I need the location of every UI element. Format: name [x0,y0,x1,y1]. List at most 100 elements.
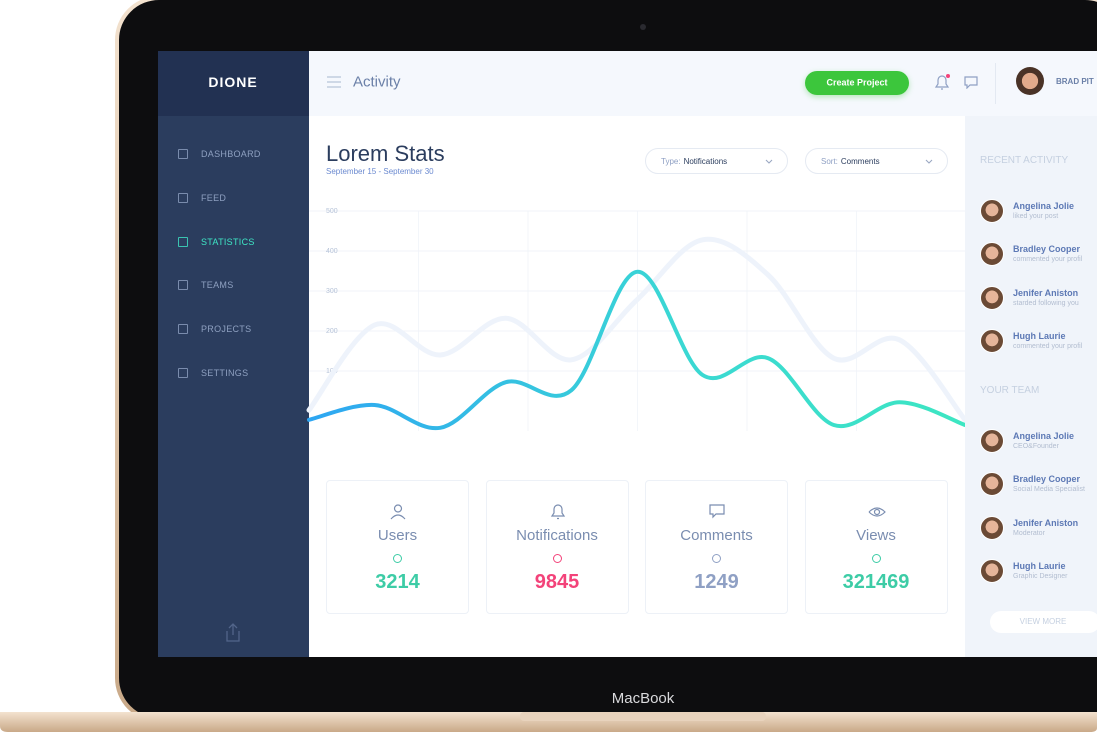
line-series [306,236,968,423]
stat-card: Views 321469 [804,480,948,614]
person-text: Moderator [1013,529,1045,537]
stat-label: Comments [680,527,753,544]
stat-value: 9845 [534,571,580,593]
menu-item[interactable]: SETTINGS [178,365,248,381]
person-text: starded following you [1013,299,1079,307]
person[interactable]: Bradley Cooper Social Media Specialist [980,472,1097,498]
screen: DIONE DASHBOARD FEED STATISTICS TEAMS PROJEC… [158,51,1097,657]
filter[interactable]: Type: Notifications [645,148,788,174]
chevron [765,159,773,164]
stat-label: Users [377,527,418,544]
menu-icon [178,324,188,335]
menu-item[interactable]: FEED [178,190,226,206]
avatar [980,472,1004,497]
stat-icon-path [709,504,725,519]
brand: MacBook [612,690,675,707]
menu-icon [178,368,188,378]
stat-icon [550,504,565,520]
stat-icon-path [868,507,886,517]
right-panel: RECENT ACTIVITY Angelina Jolie liked your… [965,116,1097,657]
person-name: Jenifer Aniston [1013,517,1079,528]
sidebar: DIONE DASHBOARD FEED STATISTICS TEAMS PROJEC… [158,51,309,657]
stat-indicator [552,554,562,563]
recent-title: RECENT ACTIVITY [980,155,1069,166]
view-more-label: VIEW MORE [1019,617,1067,626]
filter-value: Comments [840,156,880,166]
filter[interactable]: Sort: Comments [805,148,948,174]
stat-icon-path [550,504,565,520]
menu-label: DASHBOARD [201,149,261,159]
base-notch [520,712,766,721]
stat-icon-path [390,504,406,520]
share-icon[interactable] [224,623,242,643]
y-tick-label: 300 [326,288,338,295]
menu-item[interactable]: DASHBOARD [178,146,261,162]
menu-icon [178,236,188,247]
logo-area: DIONE [158,51,309,116]
menu-label: PROJECTS [201,324,252,335]
person[interactable]: Jenifer Aniston starded following you [980,285,1097,312]
avatar [980,328,1004,353]
button-label: Create Project [826,77,888,88]
menu-item[interactable]: TEAMS [178,277,234,293]
person-name: Bradley Cooper [1013,474,1081,485]
chevron-path [925,159,933,164]
person-text: liked your post [1013,213,1059,220]
person[interactable]: Bradley Cooper commented your profil [980,242,1097,268]
stat-value: 321469 [842,571,910,593]
stats-title: Lorem Stats [326,141,445,166]
stat-card: Notifications 9845 [485,480,629,614]
menu-item[interactable]: STATISTICS [178,234,255,250]
avatar [980,558,1004,583]
menu-item[interactable]: PROJECTS [178,321,251,337]
y-tick-label: 200 [326,328,338,335]
avatar [980,515,1004,540]
menu-icon [178,149,188,159]
line-series [307,269,967,431]
team-title: YOUR TEAM [980,385,1040,396]
view-more[interactable]: VIEW MORE [990,611,1097,633]
person-text: commented your profil [1013,256,1083,264]
person[interactable]: Jenifer Aniston Moderator [980,515,1097,542]
date-range: September 15 - September 30 [326,167,434,176]
avatar [980,429,1004,453]
stat-value: 1249 [694,571,739,593]
person-name: Angelina Jolie [1013,201,1075,211]
person[interactable]: Hugh Laurie Graphic Designer [980,558,1097,585]
menu-icon [178,192,188,203]
menu-label: FEED [201,192,227,203]
menu-label: SETTINGS [201,368,249,378]
stat-label: Notifications [516,527,598,544]
person[interactable]: Hugh Laurie commented your profil [980,328,1097,355]
person-name: Angelina Jolie [1013,431,1075,441]
stat-indicator [393,554,402,563]
hamburger[interactable] [327,76,341,88]
avatar [980,199,1004,223]
topbar: Activity Create Project BRAD PIT [309,51,1097,116]
create-button[interactable]: Create Project [805,71,909,95]
menu-label: STATISTICS [201,236,255,247]
person-name: Jenifer Aniston [1013,287,1079,298]
person-name: Bradley Cooper [1013,244,1081,255]
stat-indicator [871,554,881,563]
menu-icon [178,280,188,291]
stat-icon [868,507,886,517]
user-avatar[interactable] [1016,67,1044,95]
person[interactable]: Angelina Jolie CEO&Founder [980,429,1097,455]
person-name: Hugh Laurie [1013,560,1066,571]
stat-label: Views [856,527,896,544]
y-tick-label: 400 [326,248,338,255]
page-title: Activity [353,73,401,91]
stat-card: Users 3214 [326,480,469,614]
person[interactable]: Angelina Jolie liked your post [980,199,1097,225]
chevron [925,159,933,164]
main: Lorem Stats September 15 - September 30 [309,116,965,657]
camera [640,24,646,30]
filter-value: Notifications [683,156,728,166]
bell-icon[interactable] [933,73,953,91]
chat-icon[interactable] [964,76,978,89]
person-text: Graphic Designer [1013,572,1068,580]
stat-value: 3214 [375,571,420,593]
